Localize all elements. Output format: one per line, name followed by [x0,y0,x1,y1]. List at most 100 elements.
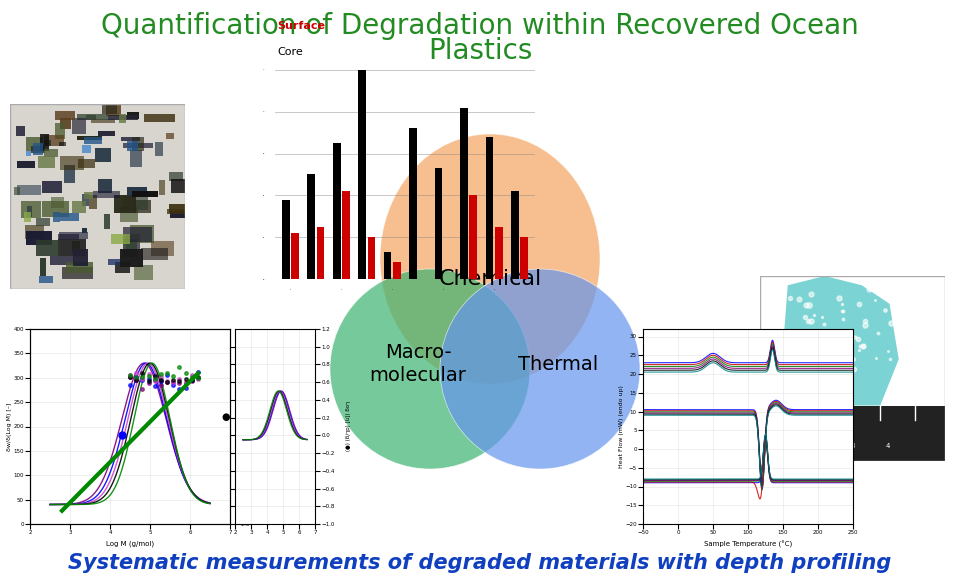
FancyBboxPatch shape [95,148,111,162]
FancyBboxPatch shape [130,225,155,243]
FancyBboxPatch shape [17,185,41,195]
Y-axis label: Heat Flow (mW) (endo up): Heat Flow (mW) (endo up) [619,385,624,468]
FancyBboxPatch shape [107,102,121,116]
FancyBboxPatch shape [72,241,80,252]
Ellipse shape [380,134,600,384]
FancyBboxPatch shape [111,234,130,244]
Text: ●: ● [222,412,230,422]
Text: CM: CM [764,424,775,430]
Text: Core: Core [277,47,303,57]
Y-axis label: Log ([η] (dL/g) (●): Log ([η] (dL/g) (●) [344,401,348,452]
Text: Thermal: Thermal [517,354,598,373]
Text: Chemical: Chemical [439,269,541,289]
FancyBboxPatch shape [132,191,158,197]
FancyBboxPatch shape [44,149,58,157]
FancyBboxPatch shape [44,135,64,145]
FancyBboxPatch shape [63,166,75,184]
FancyBboxPatch shape [108,115,138,120]
FancyBboxPatch shape [90,119,115,123]
FancyBboxPatch shape [39,276,53,283]
FancyBboxPatch shape [78,159,94,168]
Bar [520,237,528,279]
FancyBboxPatch shape [62,267,93,278]
FancyBboxPatch shape [92,191,120,199]
FancyBboxPatch shape [58,234,79,240]
Bar [435,168,443,279]
FancyBboxPatch shape [134,265,153,280]
FancyBboxPatch shape [60,156,84,170]
Circle shape [440,269,640,469]
Bar [393,262,400,279]
Text: 2: 2 [815,443,820,449]
FancyBboxPatch shape [132,137,144,152]
FancyBboxPatch shape [42,181,61,193]
FancyBboxPatch shape [78,113,108,120]
FancyBboxPatch shape [123,227,152,241]
FancyBboxPatch shape [166,133,174,140]
FancyBboxPatch shape [60,119,71,129]
FancyBboxPatch shape [24,212,32,222]
FancyBboxPatch shape [83,228,87,233]
FancyBboxPatch shape [60,213,80,221]
FancyBboxPatch shape [102,102,117,113]
FancyBboxPatch shape [171,179,193,193]
FancyBboxPatch shape [169,172,183,181]
FancyBboxPatch shape [84,192,93,199]
FancyBboxPatch shape [55,111,75,120]
Bar [282,200,290,279]
Bar [342,191,349,279]
FancyBboxPatch shape [134,200,151,212]
Bar [384,252,392,279]
FancyBboxPatch shape [127,234,140,248]
FancyBboxPatch shape [26,137,42,151]
FancyBboxPatch shape [26,152,32,156]
FancyBboxPatch shape [53,212,60,222]
FancyBboxPatch shape [170,211,200,218]
FancyBboxPatch shape [78,135,102,140]
FancyBboxPatch shape [88,195,97,209]
FancyBboxPatch shape [36,218,50,226]
Polygon shape [779,276,899,405]
FancyBboxPatch shape [72,118,86,134]
FancyBboxPatch shape [40,134,49,152]
FancyBboxPatch shape [121,207,138,222]
FancyBboxPatch shape [128,112,139,119]
X-axis label: Sample Temperature (°C): Sample Temperature (°C) [704,541,792,548]
FancyBboxPatch shape [108,259,120,265]
FancyBboxPatch shape [59,239,86,256]
FancyBboxPatch shape [39,258,46,276]
FancyBboxPatch shape [25,225,43,239]
FancyBboxPatch shape [114,262,131,273]
FancyBboxPatch shape [114,196,135,212]
Bar [409,129,417,279]
Bar [317,227,324,279]
Bar [495,227,503,279]
Circle shape [330,269,530,469]
Bar [307,174,315,279]
FancyBboxPatch shape [98,131,115,136]
Y-axis label: δw/δ(Log M) [–]: δw/δ(Log M) [–] [7,402,12,450]
FancyBboxPatch shape [38,156,55,168]
FancyBboxPatch shape [60,232,87,239]
Bar [368,237,375,279]
FancyBboxPatch shape [123,143,154,148]
FancyBboxPatch shape [128,141,138,151]
FancyBboxPatch shape [128,187,147,196]
FancyBboxPatch shape [55,123,65,139]
FancyBboxPatch shape [120,250,143,267]
FancyBboxPatch shape [43,140,51,146]
FancyBboxPatch shape [82,194,88,206]
FancyBboxPatch shape [27,206,33,217]
Text: 3: 3 [851,443,854,449]
Text: Systematic measurements of degraded materials with depth profiling: Systematic measurements of degraded mate… [68,553,892,573]
FancyBboxPatch shape [105,214,110,229]
Bar [460,108,468,279]
Text: Macro-
molecular: Macro- molecular [370,343,467,385]
Bar [512,191,519,279]
FancyBboxPatch shape [13,186,19,195]
FancyBboxPatch shape [86,115,96,120]
Text: 1: 1 [780,443,784,449]
FancyBboxPatch shape [60,142,65,146]
FancyBboxPatch shape [131,150,142,167]
FancyBboxPatch shape [73,249,88,266]
